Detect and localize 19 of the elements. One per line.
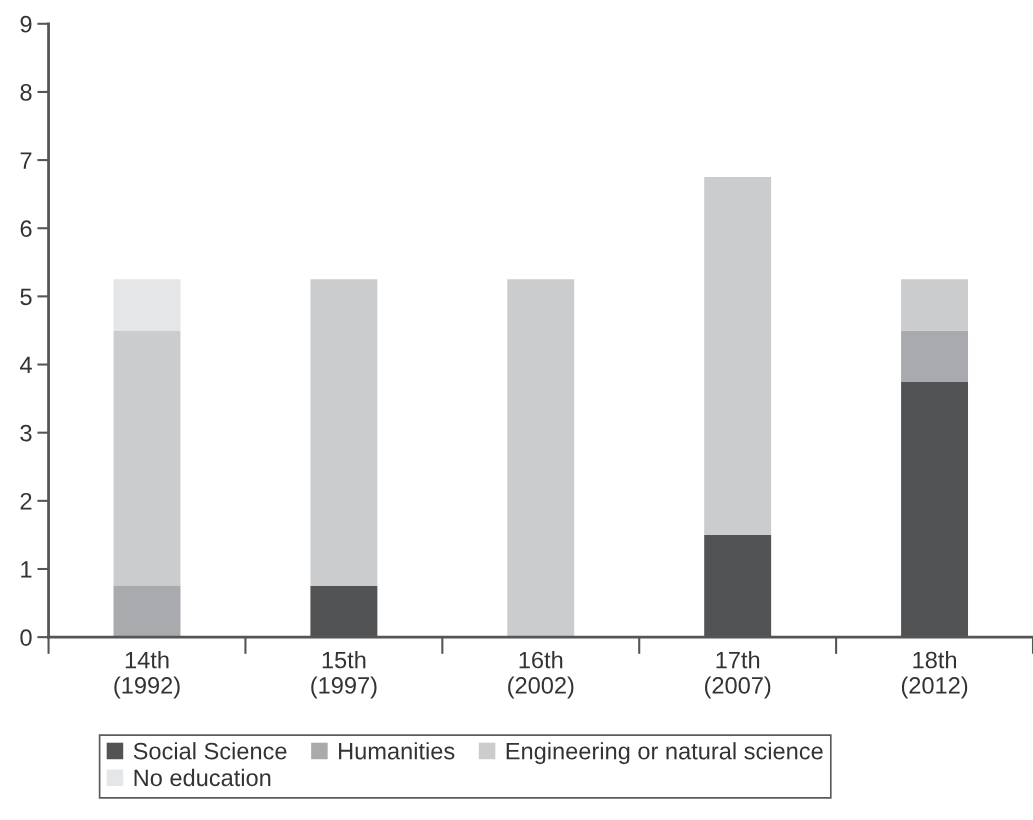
legend-label: No education bbox=[134, 768, 271, 787]
y-tick-label: 6 bbox=[20, 220, 32, 238]
y-tick-label: 0 bbox=[20, 629, 32, 646]
y-tick-label: 4 bbox=[19, 356, 32, 374]
y-tick-label: 2 bbox=[20, 492, 32, 510]
y-tick-label: 7 bbox=[20, 152, 32, 169]
y-tick-label: 3 bbox=[20, 424, 32, 442]
x-tick-label: 17th (2007) bbox=[705, 651, 771, 699]
x-tick-label: 18th (2012) bbox=[901, 651, 968, 699]
y-tick-label: 8 bbox=[20, 84, 32, 101]
y-tick-label: 1 bbox=[21, 561, 32, 578]
x-tick-label: 14th (1992) bbox=[114, 651, 180, 699]
y-tick-label: 9 bbox=[20, 15, 32, 33]
legend-label: Engineering or natural science bbox=[506, 742, 823, 765]
x-tick-label: 15th (1997) bbox=[311, 651, 377, 699]
legend-label: Humanities bbox=[339, 742, 455, 760]
legend-label: Social Science bbox=[133, 742, 287, 760]
x-tick-label: 16th (2002) bbox=[508, 651, 574, 699]
y-tick-label: 5 bbox=[20, 288, 32, 306]
